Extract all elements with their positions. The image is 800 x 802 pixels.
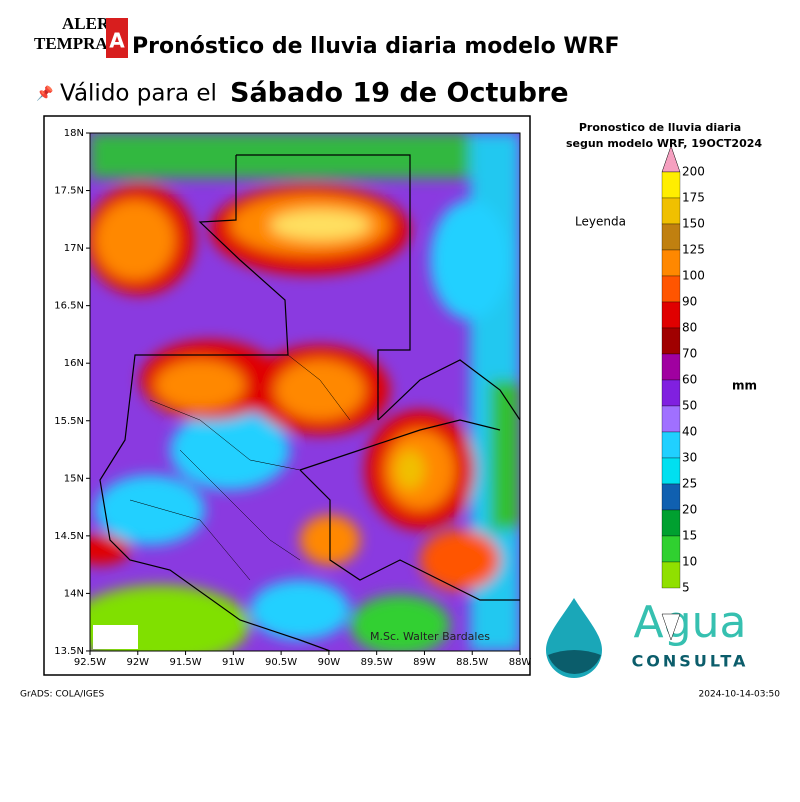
drop-icon [548,650,601,674]
lon-label: 89W [413,657,436,668]
lon-label: 92.5W [74,657,106,668]
lon-label: 88W [509,657,532,668]
pin-icon: 📌 [36,84,54,102]
logo-text: ALERT [62,14,121,33]
legend-title: Pronostico de lluvia diaria [579,121,741,134]
valid-prefix: Válido para el [60,81,217,107]
legend-heading: Leyenda [575,215,626,229]
lon-label: 91.5W [169,657,201,668]
lon-label: 91W [222,657,245,668]
brand-name: Agua [634,597,747,648]
lon-label: 90.5W [265,657,297,668]
legend-swatch [661,613,681,641]
legend-swatch [661,509,681,537]
legend-swatch [661,223,681,251]
brand-tag: CONSULTA [632,652,749,671]
legend-swatch [661,171,681,199]
lon-label: 88.5W [456,657,488,668]
footer-right: 2024-10-14-03:50 [699,690,781,700]
legend-label: 5 [682,581,690,595]
logo-text: TEMPRAN [34,34,121,53]
legend-label: 90 [682,295,697,309]
legend-label: 125 [682,243,705,257]
lat-label: 14.5N [54,531,84,542]
legend-swatch [661,353,681,381]
legend-label: 50 [682,399,697,413]
lat-label: 15N [64,473,84,484]
lat-label: 14N [64,588,84,599]
legend-label: 200 [682,165,705,179]
lat-label: 18N [64,128,84,139]
lat-label: 16.5N [54,301,84,312]
legend-swatch [661,535,681,563]
legend-label: 30 [682,451,697,465]
legend-swatch [661,197,681,225]
legend-swatch [661,327,681,355]
footer-left: GrADS: COLA/IGES [20,690,104,700]
title: Pronóstico de lluvia diaria modelo WRF [132,34,620,59]
rain-field [90,133,520,651]
logo-badge [106,18,128,58]
legend-label: 15 [682,529,697,543]
valid-date: Sábado 19 de Octubre [230,78,569,109]
legend-label: 150 [682,217,705,231]
legend-label: 25 [682,477,697,491]
legend-label: 70 [682,347,697,361]
legend-label: 10 [682,555,697,569]
credit: M.Sc. Walter Bardales [370,630,490,643]
legend-label: 175 [682,191,705,205]
legend-swatch [661,275,681,303]
legend-label: 60 [682,373,697,387]
lon-label: 89.5W [361,657,393,668]
legend-swatch [661,561,681,589]
lat-label: 15.5N [54,416,84,427]
legend-label: 80 [682,321,697,335]
logo-text: A [109,29,125,53]
legend-unit: mm [732,379,757,393]
lat-label: 16N [64,358,84,369]
legend-swatch [661,379,681,407]
legend-swatch [661,301,681,329]
lat-label: 13.5N [54,646,84,657]
legend-swatch [661,249,681,277]
lat-label: 17N [64,243,84,254]
legend-swatch [661,405,681,433]
plot-border [89,132,521,652]
legend-swatch [661,431,681,459]
legend-label: 100 [682,269,705,283]
legend-label: 20 [682,503,697,517]
legend-swatch [661,483,681,511]
lon-label: 90W [318,657,341,668]
legend-swatch [661,457,681,485]
legend-label: 40 [682,425,697,439]
legend-title: segun modelo WRF, 19OCT2024 [566,137,762,150]
lon-label: 92W [126,657,149,668]
lat-label: 17.5N [54,186,84,197]
